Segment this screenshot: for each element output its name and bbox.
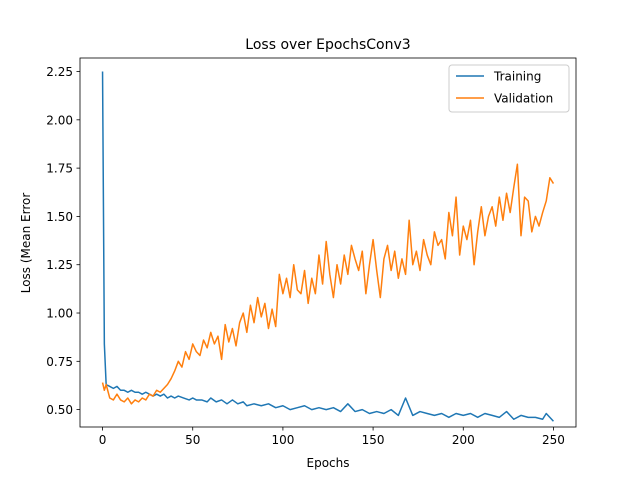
y-tick-label-0.50: 0.50 (46, 403, 73, 417)
series-line-validation (101, 163, 555, 405)
legend-label-training: Training (493, 70, 541, 84)
legend: Training Validation (448, 64, 570, 113)
x-tick-label-50: 50 (185, 433, 200, 447)
y-axis-title: Loss (Mean Error (19, 193, 33, 294)
x-tick-label-100: 100 (271, 433, 294, 447)
y-tick-label-1.75: 1.75 (46, 162, 73, 176)
y-tick-label-1.25: 1.25 (46, 258, 73, 272)
y-tick-label-1.00: 1.00 (46, 307, 73, 321)
x-tick-label-250: 250 (542, 433, 565, 447)
y-tick-label-2.25: 2.25 (46, 65, 73, 79)
legend-label-validation: Validation (494, 92, 553, 106)
chart-title: Loss over EpochsConv3 (245, 37, 410, 53)
plot-area: 0 50 100 150 200 250 0.50 0.75 1.00 1.25 1.50 1.75 2… (46, 57, 577, 447)
axes-frame (79, 57, 577, 428)
x-tick-label-200: 200 (452, 433, 475, 447)
y-tick-label-2.00: 2.00 (46, 113, 73, 127)
x-tick-label-150: 150 (362, 433, 385, 447)
y-tick-label-1.50: 1.50 (46, 210, 73, 224)
x-axis-title: Epochs (307, 456, 350, 470)
series-line-training (101, 71, 554, 422)
x-tick-label-0: 0 (99, 433, 107, 447)
y-tick-label-0.75: 0.75 (46, 355, 73, 369)
